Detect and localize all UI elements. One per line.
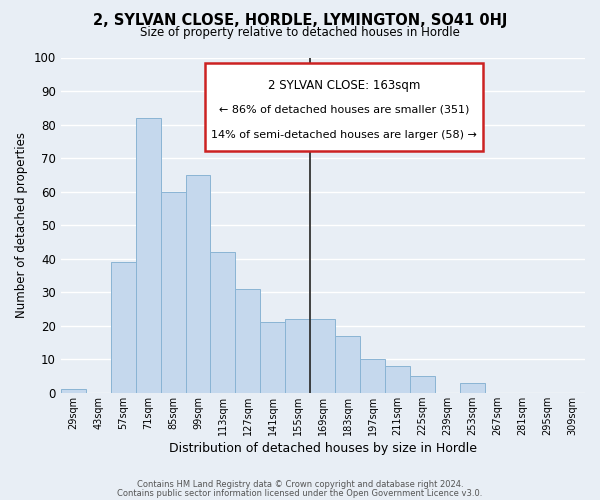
Bar: [410, 376, 435, 393]
Y-axis label: Number of detached properties: Number of detached properties: [15, 132, 28, 318]
Bar: [161, 192, 185, 393]
Text: Contains public sector information licensed under the Open Government Licence v3: Contains public sector information licen…: [118, 488, 482, 498]
Text: Contains HM Land Registry data © Crown copyright and database right 2024.: Contains HM Land Registry data © Crown c…: [137, 480, 463, 489]
Bar: [185, 175, 211, 393]
Text: 14% of semi-detached houses are larger (58) →: 14% of semi-detached houses are larger (…: [211, 130, 477, 140]
Text: ← 86% of detached houses are smaller (351): ← 86% of detached houses are smaller (35…: [218, 104, 469, 115]
FancyBboxPatch shape: [205, 62, 483, 152]
Bar: [235, 289, 260, 393]
Text: 2 SYLVAN CLOSE: 163sqm: 2 SYLVAN CLOSE: 163sqm: [268, 80, 420, 92]
Bar: [260, 322, 286, 393]
X-axis label: Distribution of detached houses by size in Hordle: Distribution of detached houses by size …: [169, 442, 477, 455]
Bar: [136, 118, 161, 393]
Text: 2, SYLVAN CLOSE, HORDLE, LYMINGTON, SO41 0HJ: 2, SYLVAN CLOSE, HORDLE, LYMINGTON, SO41…: [93, 12, 507, 28]
Text: Size of property relative to detached houses in Hordle: Size of property relative to detached ho…: [140, 26, 460, 39]
Bar: [110, 262, 136, 393]
Bar: [310, 319, 335, 393]
Bar: [385, 366, 410, 393]
Bar: [211, 252, 235, 393]
Bar: [61, 390, 86, 393]
Bar: [335, 336, 360, 393]
Bar: [286, 319, 310, 393]
Bar: [460, 382, 485, 393]
Bar: [360, 359, 385, 393]
